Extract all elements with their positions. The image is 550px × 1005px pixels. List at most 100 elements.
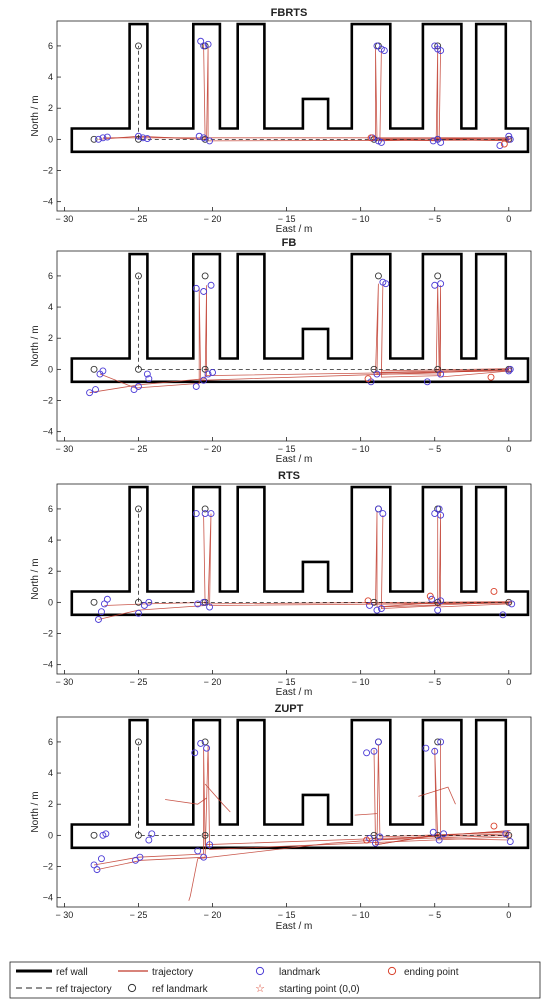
landmark-point <box>103 595 111 603</box>
landmark-point <box>505 132 513 140</box>
landmark-point <box>203 744 211 752</box>
ref-landmark-point <box>201 831 209 839</box>
landmark-point <box>422 744 430 752</box>
landmark-point <box>192 284 200 292</box>
x-tick-label: − 10 <box>352 910 370 920</box>
x-tick-label: − 30 <box>56 910 74 920</box>
landmark-point <box>93 866 101 874</box>
legend-starting-point-marker: ☆ <box>255 983 265 995</box>
x-tick-label: 0 <box>506 214 511 224</box>
panel-title: FB <box>282 237 297 249</box>
x-axis-label: East / m <box>276 687 313 698</box>
legend: ref wall ref trajectory trajectory ref l… <box>9 961 541 999</box>
landmark-point <box>200 42 208 50</box>
trajectory-line <box>96 744 509 870</box>
ref-wall <box>70 252 530 384</box>
landmark-point <box>435 836 443 844</box>
landmark-point <box>374 738 382 746</box>
landmark-point <box>204 370 212 378</box>
landmark-point <box>95 135 102 143</box>
ref-landmark-point <box>135 738 142 746</box>
x-tick-label: − 10 <box>352 444 370 454</box>
x-tick-label: − 10 <box>352 214 370 224</box>
ref-wall <box>70 22 530 154</box>
legend-landmark-label: landmark <box>279 967 321 978</box>
plot-frame <box>56 483 532 675</box>
ref-landmark-point <box>135 831 142 839</box>
trajectory-line <box>204 783 231 813</box>
landmark-point <box>139 134 147 142</box>
landmark-point <box>437 139 445 146</box>
x-tick-label: − 25 <box>130 677 148 687</box>
panel-title: ZUPT <box>275 703 304 715</box>
panel-zupt: ZUPT − 30 − 25 − 20 − 15 − 10 − 5 0 −4 −2 0 2 4 6 ☆ E… <box>30 703 532 932</box>
y-tick-label: 4 <box>48 768 53 778</box>
landmark-point <box>506 365 514 373</box>
y-tick-label: −2 <box>43 166 53 176</box>
landmark-point <box>136 853 144 861</box>
landmark-point <box>135 383 142 390</box>
ending-point <box>367 134 375 142</box>
y-tick-label: −2 <box>43 862 53 872</box>
landmark-point <box>103 133 111 141</box>
ref-landmark-point <box>434 738 442 746</box>
landmark-point <box>145 836 153 844</box>
y-tick-label: 6 <box>48 504 53 514</box>
landmark-point <box>200 288 208 295</box>
landmark-point <box>145 375 153 383</box>
legend-trajectory-label: trajectory <box>152 967 193 978</box>
landmark-point <box>370 747 378 755</box>
landmark-point <box>382 280 390 288</box>
landmark-point <box>209 369 216 376</box>
y-tick-label: 0 <box>48 134 53 144</box>
x-tick-label: 0 <box>506 444 511 454</box>
landmark-point <box>99 367 107 375</box>
legend-ref-landmark-marker <box>127 983 137 993</box>
trajectory-line <box>418 786 456 805</box>
landmark-point <box>200 598 208 606</box>
ending-point <box>490 822 498 830</box>
legend-ending-point-marker <box>387 966 397 976</box>
starting-point: ☆ <box>505 134 513 144</box>
trajectory-line <box>98 515 509 620</box>
legend-landmark-marker <box>255 966 265 976</box>
landmark-point <box>206 603 214 611</box>
ref-wall <box>70 718 530 850</box>
trajectory-line <box>188 830 509 901</box>
trajectory-line <box>354 813 378 816</box>
ref-landmark-point <box>135 42 142 50</box>
ref-landmark-point <box>201 135 209 143</box>
legend-starting-point-label: starting point (0,0) <box>279 984 360 995</box>
plot-frame <box>56 20 532 212</box>
y-axis-label: North / m <box>30 558 41 599</box>
ref-landmark-point <box>201 272 209 280</box>
x-tick-label: − 15 <box>278 677 296 687</box>
landmark-point <box>376 833 384 841</box>
x-axis-label: East / m <box>276 454 313 465</box>
y-axis-label: North / m <box>30 95 41 136</box>
plot-frame <box>56 250 532 442</box>
y-tick-label: −4 <box>43 893 53 903</box>
trajectory-line <box>98 44 509 140</box>
landmark-point <box>207 510 215 518</box>
landmark-point <box>437 47 445 55</box>
landmark-point <box>366 602 373 609</box>
landmark-point <box>429 137 437 145</box>
legend-ref-wall-label: ref wall <box>56 967 88 978</box>
x-tick-label: − 10 <box>352 677 370 687</box>
y-tick-label: 4 <box>48 72 53 82</box>
landmark-point <box>440 830 448 838</box>
landmark-point <box>380 47 388 55</box>
ref-landmark-point <box>135 135 142 143</box>
y-tick-label: −4 <box>43 427 53 437</box>
landmark-point <box>197 740 205 747</box>
landmark-point <box>135 609 142 617</box>
x-axis-label: East / m <box>276 224 313 235</box>
ref-landmark-point <box>135 505 142 513</box>
landmark-point <box>191 749 199 757</box>
landmark-point <box>97 855 105 863</box>
trajectory-line <box>102 45 509 142</box>
landmark-point <box>508 600 516 608</box>
ending-point <box>500 140 508 148</box>
x-tick-label: − 25 <box>130 910 148 920</box>
